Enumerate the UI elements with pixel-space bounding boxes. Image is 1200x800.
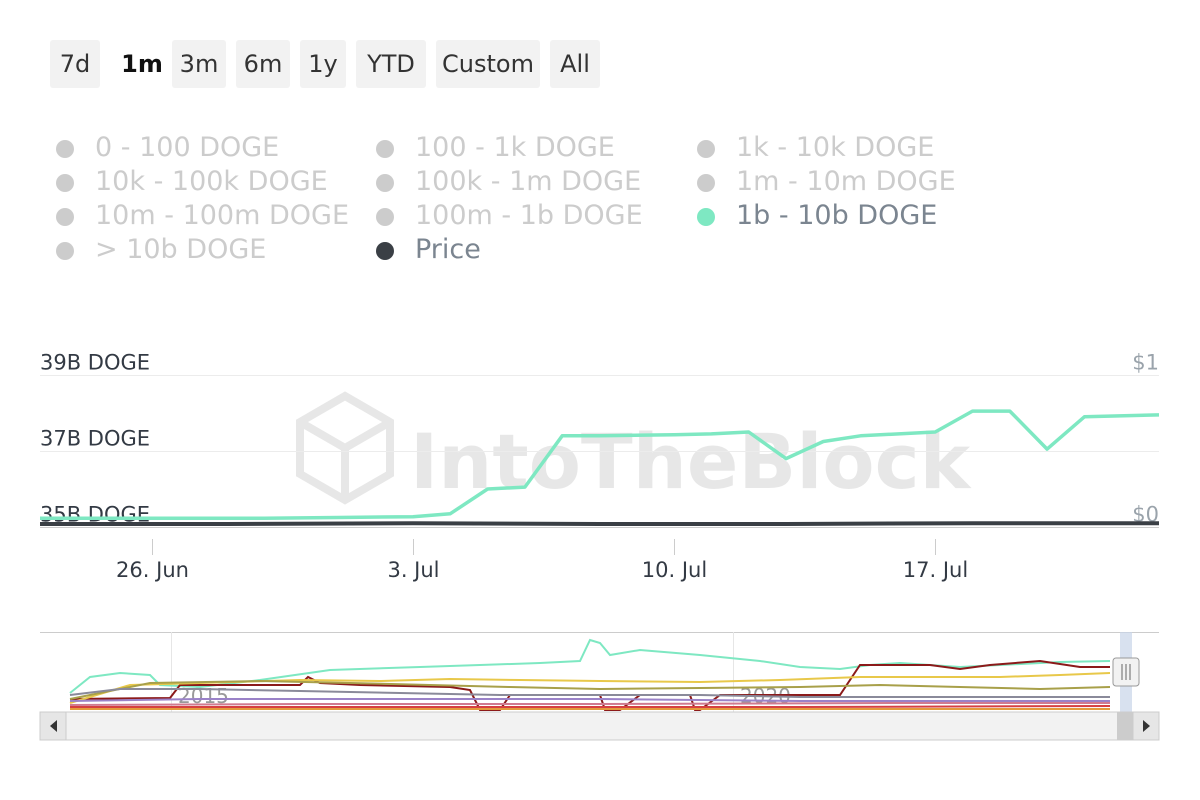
- range-6m-button[interactable]: 6m: [236, 40, 290, 88]
- legend-dot-icon: [697, 139, 715, 158]
- legend-dot-icon: [56, 139, 74, 158]
- legend-item-1b-10b[interactable]: 1b - 10b DOGE: [697, 200, 937, 231]
- y-tick-label-right: $1: [1132, 351, 1159, 375]
- x-tick-label: 3. Jul: [387, 558, 439, 582]
- legend-item-1m-10m[interactable]: 1m - 10m DOGE: [697, 166, 956, 197]
- legend-dot-icon: [697, 207, 715, 226]
- legend-dot-icon: [376, 207, 394, 226]
- range-7d-button[interactable]: 7d: [50, 40, 100, 88]
- range-all-button[interactable]: All: [550, 40, 600, 88]
- navigator-line-purple: [69, 698, 1110, 702]
- navigator-chart[interactable]: 2015 2020: [0, 625, 1200, 745]
- navigator-line-teal: [69, 638, 1111, 694]
- legend-item-0-100[interactable]: 0 - 100 DOGE: [56, 132, 279, 163]
- legend-dot-icon: [56, 207, 74, 226]
- range-custom-button[interactable]: Custom: [436, 40, 540, 88]
- series-line-price: [40, 521, 1159, 526]
- legend-item-100m-1b[interactable]: 100m - 1b DOGE: [376, 200, 643, 231]
- legend-label: 1k - 10k DOGE: [736, 132, 935, 163]
- navigator-series: [69, 638, 1111, 711]
- legend-item-price[interactable]: Price: [376, 234, 481, 265]
- watermark-text: IntoTheBlock: [410, 417, 972, 506]
- range-3m-button[interactable]: 3m: [172, 40, 226, 88]
- legend-label: 100k - 1m DOGE: [415, 166, 642, 197]
- arrow-left-icon: [50, 720, 57, 732]
- legend-item-100k-1m[interactable]: 100k - 1m DOGE: [376, 166, 641, 197]
- legend-label: > 10b DOGE: [95, 234, 267, 265]
- series-line-1b-10b-doge: [40, 409, 1160, 521]
- legend-item-1k-10k[interactable]: 1k - 10k DOGE: [697, 132, 934, 163]
- legend-item-10m-100m[interactable]: 10m - 100m DOGE: [56, 200, 349, 231]
- y-tick-label-left: 37B DOGE: [40, 427, 150, 451]
- legend-dot-icon: [56, 241, 74, 260]
- range-ytd-button[interactable]: YTD: [356, 40, 426, 88]
- legend-item-over-10b[interactable]: > 10b DOGE: [56, 234, 266, 265]
- legend-dot-icon: [697, 173, 715, 192]
- legend-label: 0 - 100 DOGE: [95, 132, 280, 163]
- legend-dot-icon: [376, 139, 394, 158]
- x-tick-label: 10. Jul: [642, 558, 707, 582]
- legend-label: Price: [415, 234, 481, 265]
- legend-dot-icon: [376, 241, 394, 260]
- legend-dot-icon: [56, 173, 74, 192]
- legend-label: 1m - 10m DOGE: [736, 166, 956, 197]
- x-tick-label: 26. Jun: [116, 558, 189, 582]
- legend-dot-icon: [376, 173, 394, 192]
- legend-label: 100m - 1b DOGE: [415, 200, 643, 231]
- x-axis: 26. Jun 3. Jul 10. Jul 17. Jul: [116, 539, 968, 582]
- navigator-line-pink: [69, 702, 1110, 706]
- navigator-line-red: [70, 705, 1111, 708]
- series-layer: [40, 409, 1160, 526]
- y-tick-label-left: 39B DOGE: [40, 351, 150, 375]
- range-1m-button[interactable]: 1m: [121, 50, 163, 78]
- watermark-logo: IntoTheBlock: [296, 391, 972, 506]
- range-1y-button[interactable]: 1y: [300, 40, 346, 88]
- legend-item-100-1k[interactable]: 100 - 1k DOGE: [376, 132, 615, 163]
- legend-label: 10m - 100m DOGE: [95, 200, 350, 231]
- navigator-line-olive: [69, 679, 1111, 700]
- grid-lines: [40, 375, 1159, 528]
- legend-item-10k-100k[interactable]: 10k - 100k DOGE: [56, 166, 328, 197]
- scrollbar-thumb[interactable]: [1117, 712, 1133, 740]
- legend-label: 10k - 100k DOGE: [95, 166, 328, 197]
- legend-label: 1b - 10b DOGE: [736, 200, 938, 231]
- x-tick-label: 17. Jul: [903, 558, 968, 582]
- scrollbar-track[interactable]: [39, 711, 1160, 741]
- chart-legend: 0 - 100 DOGE 100 - 1k DOGE 1k - 10k DOGE…: [56, 132, 996, 282]
- navigator-line-gray: [69, 688, 1110, 698]
- arrow-right-icon: [1143, 720, 1150, 732]
- legend-label: 100 - 1k DOGE: [415, 132, 615, 163]
- right-y-axis: $1$0: [1132, 351, 1159, 527]
